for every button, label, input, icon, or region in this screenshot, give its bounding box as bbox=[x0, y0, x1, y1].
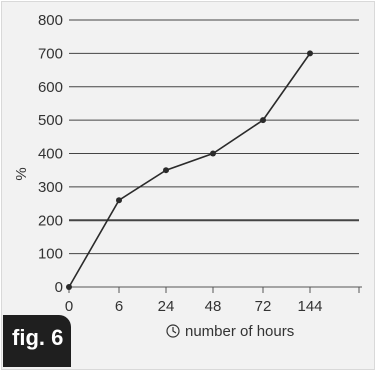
y-tick-label-200: 200 bbox=[38, 212, 63, 229]
y-tick-label-600: 600 bbox=[38, 79, 63, 96]
data-point-24 bbox=[163, 167, 169, 174]
x-tick-label-24: 24 bbox=[158, 298, 175, 315]
gridlines bbox=[69, 19, 359, 255]
y-tick-labels: 0 100 200 300 400 500 600 700 800 bbox=[38, 12, 63, 296]
x-tick-labels: 0 6 24 48 72 144 bbox=[65, 287, 360, 315]
y-tick-label-700: 700 bbox=[38, 45, 63, 62]
data-point-0 bbox=[66, 284, 72, 290]
series-line-0 bbox=[68, 52, 311, 288]
x-tick-label-6: 6 bbox=[115, 298, 123, 315]
y-tick-label-100: 100 bbox=[38, 246, 63, 263]
y-axis-label: % bbox=[13, 167, 30, 180]
figure-label: fig. 6 bbox=[12, 325, 64, 350]
y-tick-label-0: 0 bbox=[55, 279, 63, 296]
data-point-6 bbox=[116, 197, 122, 204]
x-tick-label-72: 72 bbox=[255, 298, 272, 315]
x-tick-label-0: 0 bbox=[65, 298, 73, 315]
data-point-144 bbox=[307, 50, 313, 57]
series bbox=[66, 50, 313, 290]
y-tick-label-400: 400 bbox=[38, 146, 63, 163]
y-tick-label-300: 300 bbox=[38, 179, 63, 196]
figure-badge: fig. 6 bbox=[3, 315, 71, 367]
x-tick-label-48: 48 bbox=[205, 298, 222, 315]
clock-icon bbox=[166, 324, 180, 338]
data-point-72 bbox=[260, 117, 266, 124]
x-axis-label-group: number of hours bbox=[166, 323, 294, 340]
chart-frame: 0 100 200 300 400 500 600 700 800 0 6 24 48 72 144 % … bbox=[1, 1, 375, 370]
x-axis-label: number of hours bbox=[185, 323, 294, 340]
y-tick-label-800: 800 bbox=[38, 12, 63, 29]
y-tick-label-500: 500 bbox=[38, 112, 63, 129]
data-point-48 bbox=[210, 150, 216, 157]
x-tick-label-144: 144 bbox=[297, 298, 322, 315]
